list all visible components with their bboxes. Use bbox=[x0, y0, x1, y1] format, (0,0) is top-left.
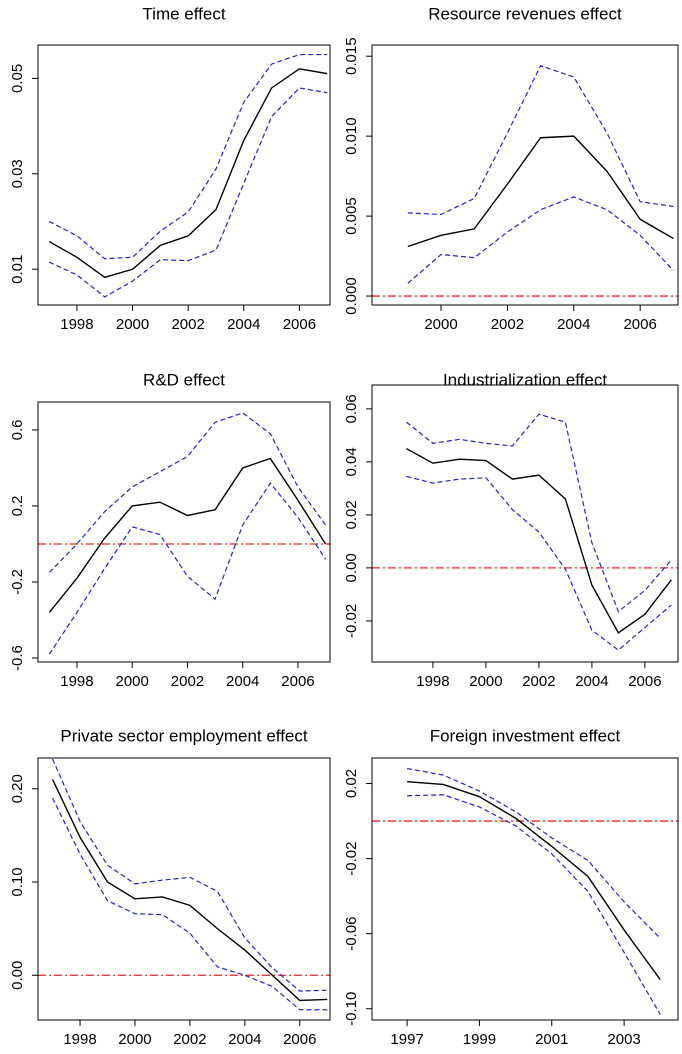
y-tick-label: 0.6 bbox=[9, 420, 26, 441]
x-tick-label: 2004 bbox=[227, 316, 260, 333]
y-tick-label: 0.20 bbox=[9, 774, 26, 803]
y-tick-label: 0.01 bbox=[9, 255, 26, 284]
estimate-line bbox=[48, 68, 328, 279]
x-tick-label: 1998 bbox=[416, 673, 449, 690]
x-tick-label: 1998 bbox=[63, 1031, 96, 1048]
x-tick-label: 2004 bbox=[557, 316, 590, 333]
x-tick-label: 2002 bbox=[522, 673, 555, 690]
confidence-band bbox=[406, 767, 661, 939]
panel-title: Private sector employment effect bbox=[60, 726, 308, 745]
panel-title: Industrialization effect bbox=[443, 370, 607, 389]
estimate-line bbox=[48, 457, 327, 613]
x-tick-label: 2002 bbox=[173, 1031, 206, 1048]
y-tick-label: 0.02 bbox=[343, 500, 360, 529]
confidence-band bbox=[48, 412, 327, 573]
x-tick-label: 2004 bbox=[228, 1031, 261, 1048]
y-tick-label: -0.02 bbox=[343, 841, 360, 875]
y-tick-label: 0.05 bbox=[9, 64, 26, 93]
plot-frame bbox=[371, 757, 679, 1021]
x-tick-label: 1999 bbox=[463, 1031, 496, 1048]
confidence-band bbox=[48, 87, 328, 298]
confidence-band bbox=[406, 413, 672, 613]
x-tick-label: 2006 bbox=[623, 316, 656, 333]
x-tick-label: 2000 bbox=[118, 1031, 151, 1048]
x-tick-label: 2002 bbox=[171, 673, 204, 690]
y-tick-label: 0.010 bbox=[343, 117, 360, 155]
y-tick-label: 0.00 bbox=[343, 553, 360, 582]
x-tick-label: 2004 bbox=[575, 673, 608, 690]
y-tick-label: 0.04 bbox=[343, 447, 360, 476]
y-tick-label: 0.06 bbox=[343, 394, 360, 423]
x-tick-label: 1997 bbox=[390, 1031, 423, 1048]
confidence-band bbox=[52, 758, 328, 992]
y-tick-label: 0.015 bbox=[343, 37, 360, 75]
y-tick-label: 0.2 bbox=[9, 496, 26, 517]
plot-frame bbox=[37, 401, 331, 663]
y-tick-label: 0.10 bbox=[9, 867, 26, 896]
x-tick-label: 1998 bbox=[60, 316, 93, 333]
y-tick-label: 0.000 bbox=[343, 277, 360, 315]
x-tick-label: 2006 bbox=[283, 316, 316, 333]
estimate-line bbox=[406, 448, 672, 634]
x-tick-label: 2002 bbox=[491, 316, 524, 333]
x-tick-label: 2001 bbox=[535, 1031, 568, 1048]
x-tick-label: 2002 bbox=[171, 316, 204, 333]
confidence-band bbox=[407, 196, 674, 284]
confidence-band bbox=[48, 53, 328, 260]
confidence-band bbox=[48, 482, 327, 655]
estimate-line bbox=[51, 779, 328, 1002]
y-tick-label: -0.02 bbox=[343, 604, 360, 638]
panel-title: Resource revenues effect bbox=[428, 4, 622, 23]
panel-title: R&D effect bbox=[143, 370, 225, 389]
confidence-band bbox=[406, 475, 672, 651]
estimate-line bbox=[407, 780, 661, 981]
x-tick-label: 2000 bbox=[116, 316, 149, 333]
y-tick-label: 0.02 bbox=[343, 769, 360, 798]
x-tick-label: 2000 bbox=[424, 316, 457, 333]
x-tick-label: 2004 bbox=[226, 673, 259, 690]
plot-frame bbox=[37, 44, 331, 306]
x-tick-label: 2000 bbox=[116, 673, 149, 690]
y-tick-label: 0.005 bbox=[343, 197, 360, 235]
x-tick-label: 2006 bbox=[283, 1031, 316, 1048]
panel-title: Time effect bbox=[142, 4, 225, 23]
x-tick-label: 2006 bbox=[628, 673, 661, 690]
x-tick-label: 1998 bbox=[60, 673, 93, 690]
confidence-band bbox=[407, 794, 661, 1015]
confidence-band bbox=[407, 65, 674, 216]
y-tick-label: -0.10 bbox=[343, 992, 360, 1026]
y-tick-label: 0.00 bbox=[9, 961, 26, 990]
y-tick-label: -0.2 bbox=[9, 569, 26, 595]
confidence-band bbox=[52, 797, 328, 1011]
plot-frame bbox=[371, 384, 679, 663]
x-tick-label: 2000 bbox=[469, 673, 502, 690]
plot-frame bbox=[371, 44, 679, 306]
y-tick-label: -0.6 bbox=[9, 645, 26, 671]
y-tick-label: -0.06 bbox=[343, 917, 360, 951]
y-tick-label: 0.03 bbox=[9, 159, 26, 188]
plot-frame bbox=[37, 757, 331, 1021]
x-tick-label: 2006 bbox=[281, 673, 314, 690]
panel-title: Foreign investment effect bbox=[430, 726, 621, 745]
x-tick-label: 2003 bbox=[607, 1031, 640, 1048]
estimate-line bbox=[407, 135, 674, 248]
